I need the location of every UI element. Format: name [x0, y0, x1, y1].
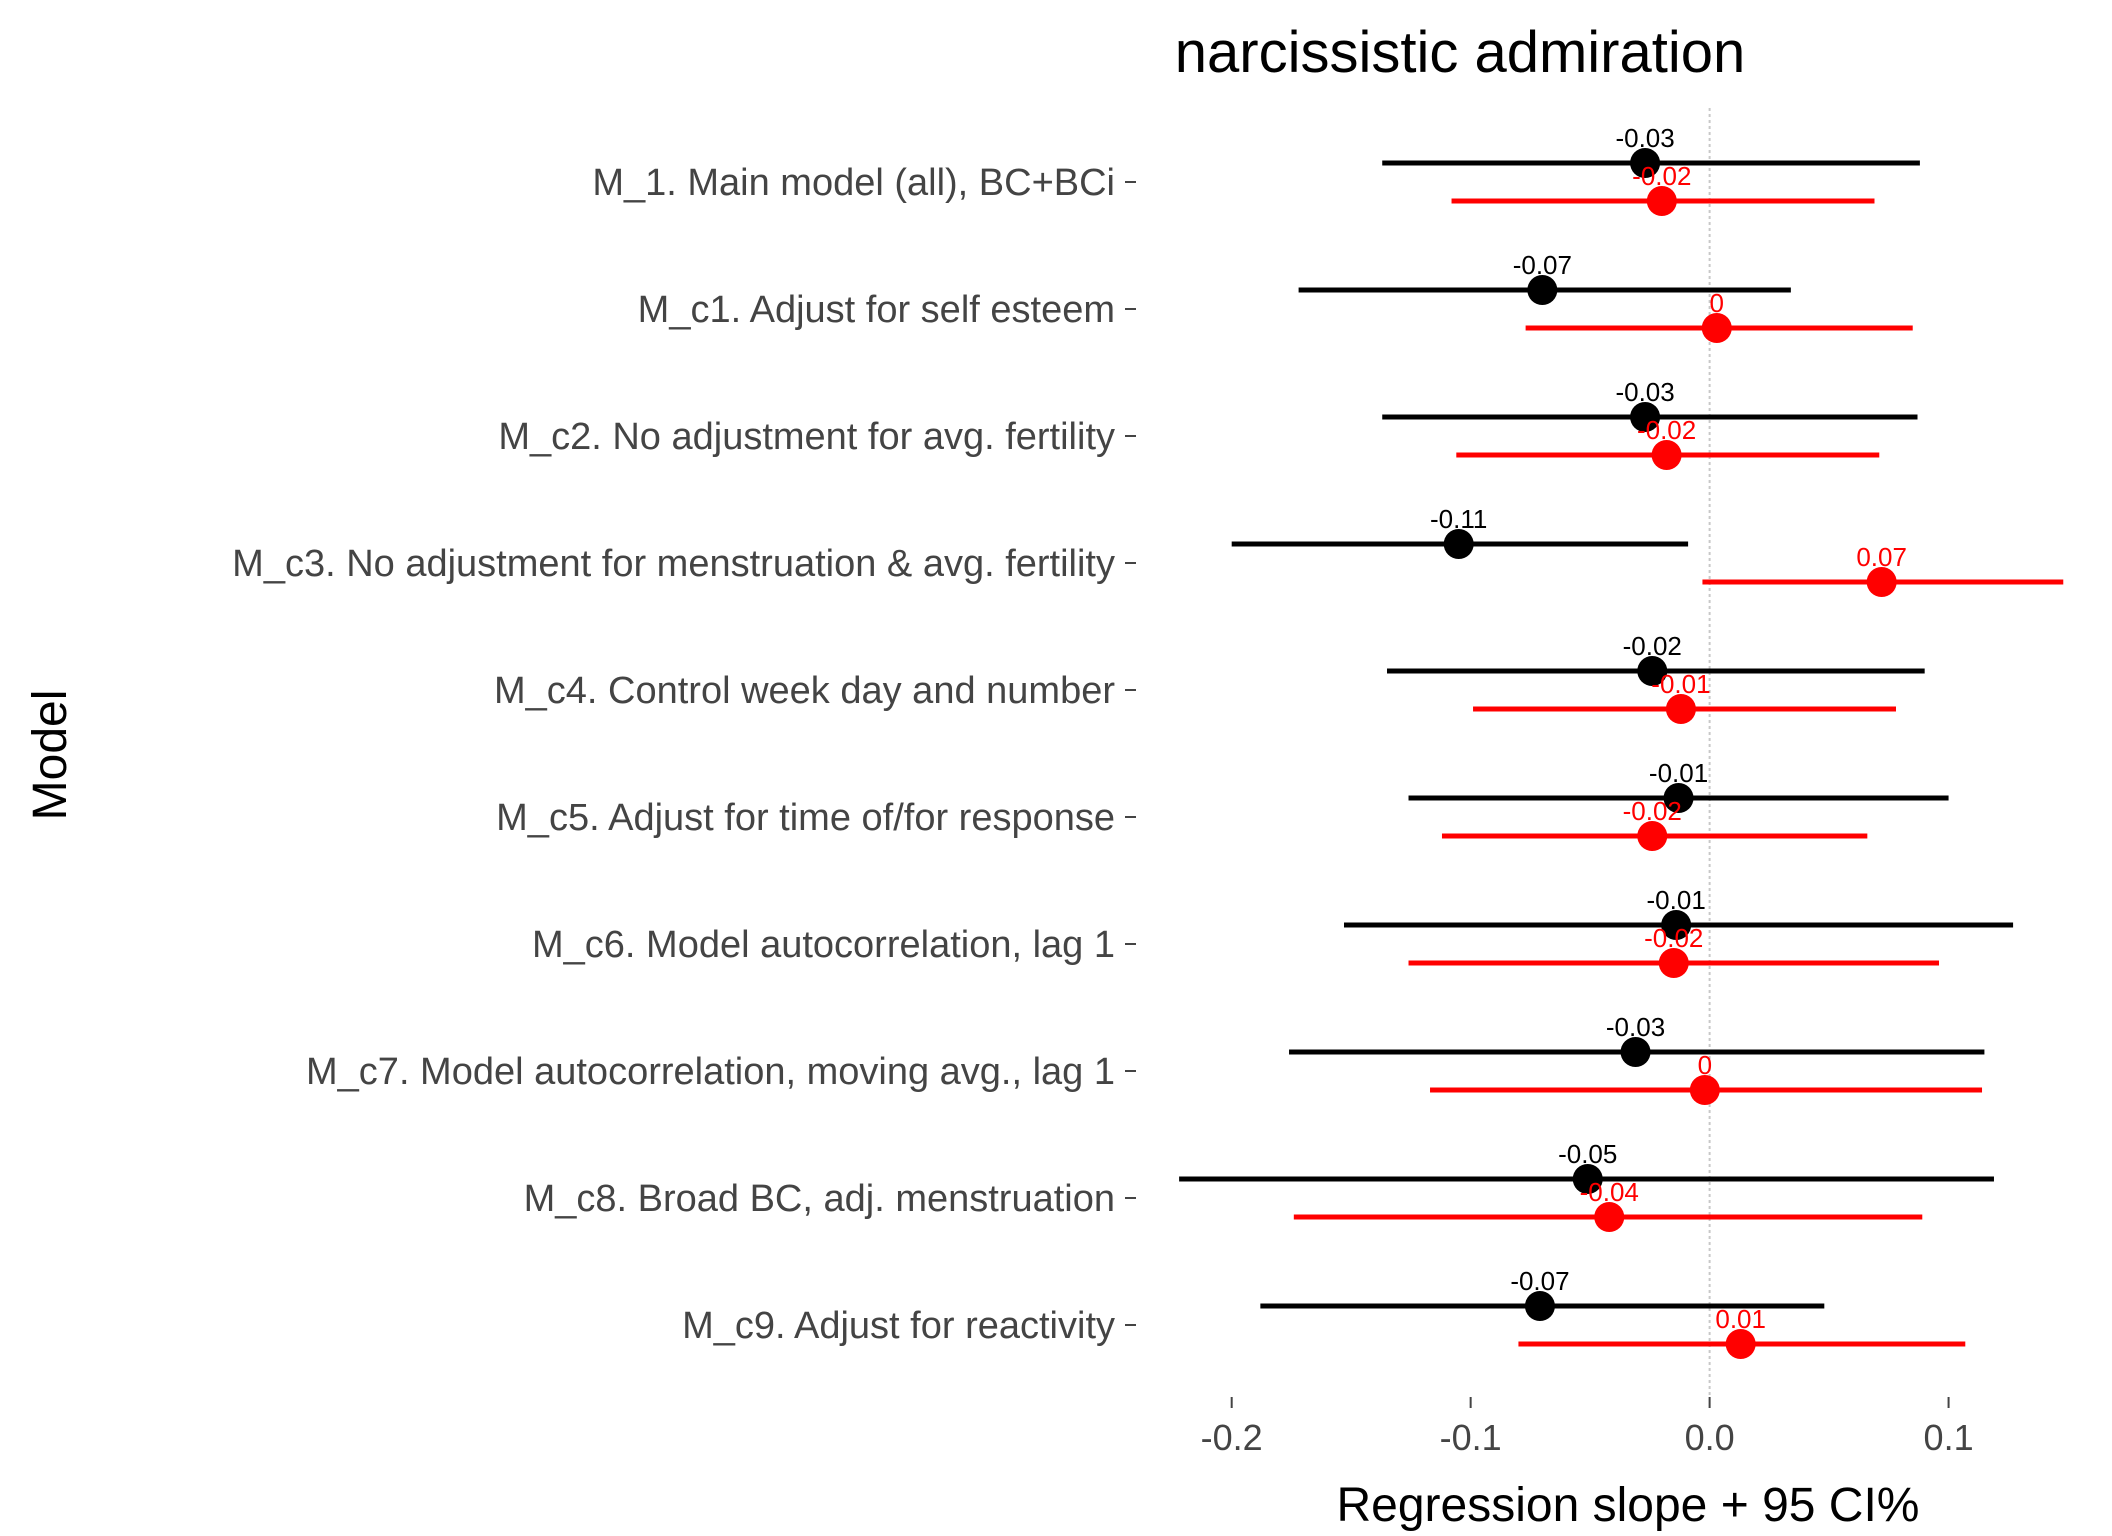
point-value-label: -0.01 — [1649, 758, 1708, 788]
point-value-label: -0.02 — [1632, 161, 1691, 191]
estimate-point — [1443, 529, 1474, 559]
estimate-point — [1572, 1164, 1603, 1194]
y-tick-label: M_c7. Model autocorrelation, moving avg.… — [306, 1051, 1115, 1093]
estimate-point — [1701, 313, 1732, 343]
estimate-point — [1637, 656, 1668, 686]
chart-marks: -0.03 -0.07 -0.03 -0.11 -0.02 -0.01 -0.01 -0.03… — [1179, 123, 2064, 1359]
y-tick-label: M_c1. Adjust for self esteem — [638, 289, 1115, 331]
estimate-point — [1689, 1075, 1720, 1105]
estimate-point — [1665, 694, 1696, 724]
point-value-label: 0 — [1698, 1050, 1712, 1080]
y-axis-title: Model — [24, 690, 77, 821]
point-value-label: -0.07 — [1510, 1266, 1569, 1296]
x-tick-label: -0.2 — [1201, 1417, 1263, 1458]
point-value-label: -0.02 — [1623, 631, 1682, 661]
point-value-label: -0.01 — [1651, 669, 1710, 699]
y-tick-label: M_c9. Adjust for reactivity — [682, 1305, 1115, 1347]
point-value-label: -0.02 — [1644, 923, 1703, 953]
y-tick-label: M_1. Main model (all), BC+BCi — [592, 162, 1115, 204]
chart-title: narcissistic admiration — [1175, 20, 1746, 85]
estimate-point — [1630, 402, 1661, 432]
y-tick-label: M_c2. No adjustment for avg. fertility — [498, 416, 1115, 458]
estimate-point — [1661, 910, 1692, 940]
y-axis-category-labels: M_1. Main model (all), BC+BCi M_c1. Adjus… — [232, 162, 1136, 1347]
x-axis-ticks: -0.2 -0.1 0.0 0.1 — [1201, 1397, 1974, 1458]
y-tick-label: M_c8. Broad BC, adj. menstruation — [524, 1178, 1115, 1220]
x-tick-label: -0.1 — [1440, 1417, 1502, 1458]
x-tick-label: 0.0 — [1685, 1417, 1735, 1458]
point-value-label: 0 — [1710, 288, 1724, 318]
point-value-label: -0.03 — [1606, 1012, 1665, 1042]
estimate-point — [1866, 567, 1897, 597]
estimate-point — [1646, 186, 1677, 216]
estimate-point — [1637, 821, 1668, 851]
estimate-point — [1594, 1202, 1625, 1232]
point-value-label: -0.01 — [1647, 885, 1706, 915]
point-value-label: 0.01 — [1715, 1304, 1766, 1334]
estimate-point — [1725, 1329, 1756, 1359]
point-value-label: -0.11 — [1430, 504, 1487, 534]
estimate-point — [1524, 1291, 1555, 1321]
estimate-point — [1630, 148, 1661, 178]
point-value-label: -0.07 — [1513, 250, 1572, 280]
x-tick-label: 0.1 — [1924, 1417, 1974, 1458]
y-tick-label: M_c3. No adjustment for menstruation & a… — [232, 543, 1115, 585]
y-tick-label: M_c5. Adjust for time of/for response — [496, 797, 1115, 839]
point-value-label: 0.07 — [1856, 542, 1907, 572]
y-tick-label: M_c4. Control week day and number — [494, 670, 1115, 712]
point-value-label: -0.02 — [1637, 415, 1696, 445]
point-value-label: -0.04 — [1580, 1177, 1639, 1207]
point-value-label: -0.03 — [1615, 377, 1674, 407]
point-value-label: -0.03 — [1615, 123, 1674, 153]
estimate-point — [1651, 440, 1682, 470]
estimate-point — [1658, 948, 1689, 978]
point-value-label: -0.02 — [1623, 796, 1682, 826]
x-axis-title: Regression slope + 95 CI% — [1337, 1479, 1920, 1532]
estimate-point — [1620, 1037, 1651, 1067]
estimate-point — [1663, 783, 1694, 813]
estimate-point — [1527, 275, 1558, 305]
point-value-label: -0.05 — [1558, 1139, 1617, 1169]
y-tick-label: M_c6. Model autocorrelation, lag 1 — [532, 924, 1115, 966]
